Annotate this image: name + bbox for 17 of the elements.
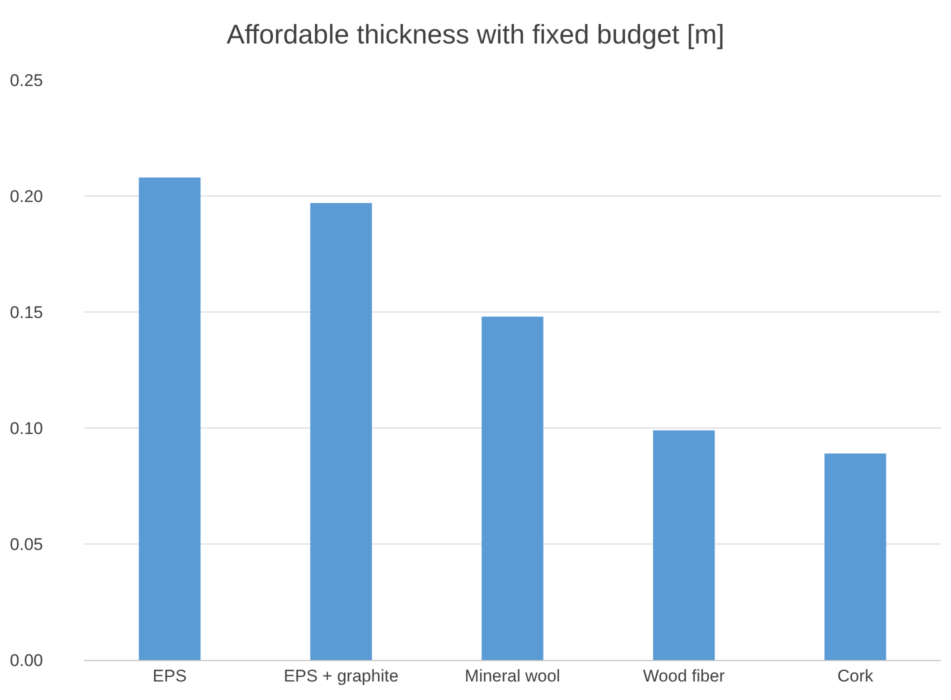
x-tick-label: Mineral wool (464, 666, 560, 686)
y-tick-label: 0.00 (10, 650, 43, 670)
bar (824, 454, 886, 660)
y-tick-label: 0.10 (10, 418, 43, 438)
bar (653, 430, 715, 660)
x-tick-label: EPS (152, 666, 187, 686)
bar (138, 177, 201, 660)
y-tick-label: 0.20 (10, 186, 43, 206)
y-tick-label: 0.05 (10, 534, 43, 554)
bar (482, 316, 544, 660)
x-tick-label: Wood fiber (642, 666, 726, 686)
x-tick-label: Cork (837, 666, 874, 686)
chart-title: Affordable thickness with fixed budget [m] (226, 19, 724, 50)
bar (310, 202, 372, 660)
y-tick-label: 0.15 (10, 302, 43, 322)
y-tick-label: 0.25 (10, 70, 43, 90)
x-tick-label: EPS + graphite (284, 666, 399, 686)
